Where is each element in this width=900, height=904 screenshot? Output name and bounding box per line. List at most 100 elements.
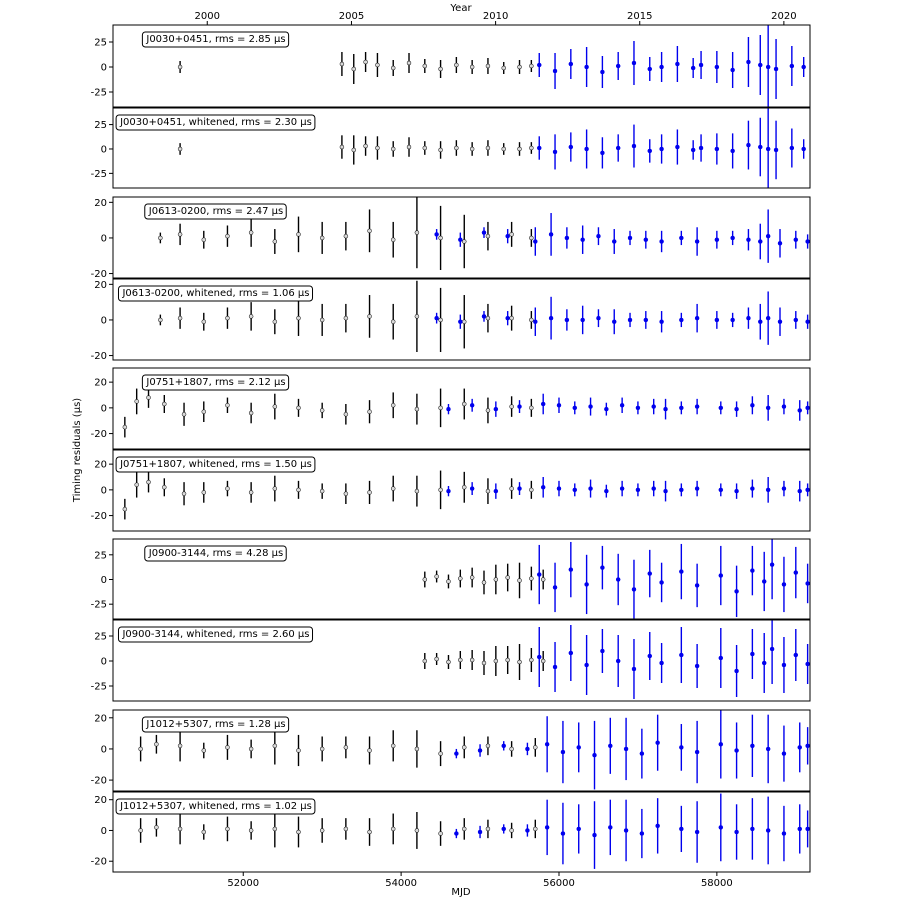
data-point [122,506,128,512]
data-point [793,237,799,242]
data-point [529,145,534,151]
data-point [793,317,799,323]
data-point [718,405,724,411]
data-point [627,317,633,323]
data-point [805,487,810,493]
data-point [469,146,475,152]
y-tick-label: 0 [101,575,107,586]
data-point [781,751,787,756]
data-point [651,404,656,409]
data-point [655,823,660,829]
data-point [525,746,530,752]
data-point [458,657,463,663]
annotation-box [144,203,287,220]
data-point [434,656,439,662]
data-point [758,319,763,324]
data-point [698,62,704,68]
data-point [462,319,467,324]
y-tick-label: 20 [94,280,107,291]
data-point [469,575,475,580]
data-point [718,487,724,493]
data-point [734,488,739,494]
data-point [659,64,664,70]
data-point [537,572,542,577]
data-point [319,488,325,494]
data-point [663,488,668,494]
data-point [600,150,605,156]
data-point [584,64,589,70]
data-point [319,317,325,323]
data-point [177,826,183,832]
data-point [501,146,506,152]
data-point [758,239,763,244]
data-point [422,577,428,582]
x2-tick-label: 2020 [771,11,796,22]
data-point [560,749,566,755]
data-point [225,233,230,239]
data-point [694,315,700,321]
panel-frame [112,367,811,450]
data-point [462,826,467,832]
data-point [177,743,183,749]
data-point [529,235,534,241]
data-point [367,490,372,495]
data-point [647,653,653,659]
data-point [734,406,739,412]
data-point [631,60,637,66]
data-point [367,228,372,234]
annotation-box [141,374,290,391]
data-point [568,144,574,150]
data-point [679,317,684,323]
data-point [730,235,735,241]
data-point [505,315,510,321]
data-point [154,742,159,747]
annotation: J0613-0200, rms = 2.47 μs [148,206,283,217]
data-point [615,658,621,664]
data-point [805,405,810,411]
data-point [375,62,380,68]
annotation: J0751+1807, rms = 2.12 μs [145,377,285,388]
data-point [343,233,349,239]
panel-frame [112,709,811,792]
data-point [343,491,349,496]
data-point [758,62,763,68]
data-point [659,660,664,666]
data-point [647,66,653,72]
data-point [659,146,664,152]
data-point [659,319,664,324]
data-point [390,826,396,832]
data-point [477,748,483,753]
data-point [537,654,542,660]
data-point [201,319,207,324]
data-point [679,652,684,658]
data-point [679,826,684,832]
panel-data [138,710,810,790]
data-point [533,826,538,832]
annotation-box [115,114,316,131]
x-tick-label: 52000 [227,878,259,889]
data-point [272,486,278,491]
data-point [639,831,645,836]
data-point [730,67,735,73]
data-point [540,485,546,490]
annotation: J1012+5307, whitened, rms = 1.02 μs [119,801,312,812]
data-point [718,655,724,661]
y-tick-label: -25 [91,88,107,99]
data-point [533,745,538,750]
data-point [481,230,487,235]
data-point [162,401,167,407]
annotation: J0751+1807, whitened, rms = 1.50 μs [119,459,312,470]
data-point [438,831,443,836]
data-point [493,488,499,494]
data-point [580,317,585,323]
data-point [777,241,783,246]
data-point [611,239,617,244]
data-point [154,825,159,830]
data-point [272,319,278,324]
data-point [552,149,558,155]
data-point [781,582,787,587]
data-point [296,315,301,321]
annotation: J1012+5307, rms = 1.28 μs [145,719,285,730]
data-point [177,232,183,237]
data-point [793,570,799,575]
